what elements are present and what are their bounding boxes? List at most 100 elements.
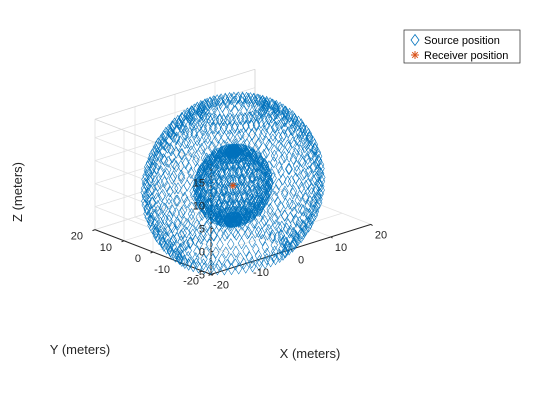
source-position-marker: [283, 139, 292, 152]
source-position-marker: [210, 229, 218, 242]
source-position-marker: [173, 194, 182, 207]
source-position-marker: [277, 229, 286, 242]
source-position-marker: [223, 96, 232, 109]
source-position-marker: [271, 212, 279, 225]
source-position-marker: [286, 233, 294, 246]
source-position-marker: [159, 188, 167, 201]
source-position-marker: [187, 166, 195, 179]
source-position-marker: [255, 254, 264, 267]
source-position-marker: [276, 200, 284, 213]
source-position-marker: [223, 191, 231, 204]
source-position-marker: [268, 111, 276, 124]
source-position-marker: [210, 182, 218, 195]
source-position-marker: [295, 177, 303, 190]
source-position-marker: [181, 128, 189, 141]
source-position-marker: [261, 115, 269, 128]
source-position-marker: [179, 227, 187, 240]
source-position-marker: [272, 120, 280, 134]
source-position-marker: [212, 156, 220, 169]
source-position-marker: [242, 261, 250, 274]
source-position-marker: [202, 220, 211, 233]
source-position-marker: [255, 137, 263, 150]
source-position-marker: [290, 112, 299, 125]
source-position-marker: [214, 185, 222, 198]
source-position-marker: [261, 97, 270, 110]
source-position-marker: [165, 214, 173, 227]
source-position-marker: [220, 175, 229, 189]
source-position-marker: [316, 166, 324, 179]
source-position-marker: [207, 190, 215, 203]
source-position-marker: [259, 128, 267, 141]
source-position-marker: [146, 206, 155, 219]
source-position-marker: [176, 114, 184, 127]
source-position-marker: [232, 174, 240, 187]
source-position-marker: [214, 205, 222, 218]
source-position-marker: [196, 103, 204, 116]
source-position-marker: [280, 128, 288, 141]
source-position-marker: [301, 137, 310, 150]
source-position-marker: [244, 226, 253, 239]
source-position-marker: [215, 182, 223, 195]
source-position-marker: [240, 148, 249, 162]
source-position-marker: [244, 171, 252, 185]
source-position-marker: [233, 144, 242, 157]
source-position-marker: [226, 199, 234, 212]
source-position-marker: [220, 183, 229, 196]
source-position-marker: [143, 202, 151, 215]
source-position-marker: [278, 243, 286, 256]
source-position-marker: [182, 238, 190, 251]
source-position-marker: [248, 146, 256, 159]
source-position-marker: [242, 212, 250, 225]
source-position-marker: [167, 128, 176, 141]
source-position-marker: [156, 220, 164, 233]
source-position-marker: [229, 166, 237, 179]
source-position-marker: [232, 206, 241, 219]
source-position-marker: [287, 175, 296, 188]
source-position-marker: [243, 99, 251, 112]
source-position-marker: [263, 228, 272, 241]
source-position-marker: [297, 118, 305, 131]
source-position-marker: [235, 165, 244, 178]
source-position-marker: [148, 196, 156, 210]
source-position-marker: [284, 162, 293, 175]
source-position-marker: [258, 234, 267, 247]
source-position-marker: [281, 197, 290, 210]
source-position-marker: [184, 250, 192, 263]
source-position-marker: [178, 148, 186, 161]
y-tick-label: 20: [71, 231, 83, 243]
source-position-marker: [288, 199, 297, 212]
source-position-marker: [302, 124, 310, 137]
source-position-marker: [263, 97, 271, 110]
source-position-marker: [269, 133, 277, 146]
source-position-marker: [186, 173, 194, 186]
source-position-marker: [246, 92, 255, 105]
z-tick-label: 0: [199, 246, 205, 258]
source-position-marker: [232, 214, 241, 227]
source-position-marker: [185, 109, 194, 122]
source-position-marker: [177, 249, 186, 262]
box-edge: [94, 68, 256, 120]
source-position-marker: [272, 219, 280, 232]
source-position-marker: [275, 221, 283, 234]
legend-asterisk-icon: [411, 51, 419, 59]
source-position-marker: [282, 110, 291, 123]
source-position-marker: [298, 218, 306, 232]
source-position-marker: [231, 258, 240, 271]
source-position-marker: [198, 208, 206, 221]
source-position-marker: [230, 226, 239, 239]
source-position-marker: [288, 110, 297, 123]
source-position-marker: [214, 122, 222, 135]
source-position-marker: [163, 238, 172, 251]
source-position-marker: [167, 123, 175, 136]
source-position-marker: [220, 199, 229, 212]
source-position-marker: [262, 173, 270, 186]
source-position-marker: [291, 147, 300, 160]
source-position-marker: [283, 222, 291, 235]
source-position-marker: [291, 237, 299, 250]
source-position-marker: [229, 191, 237, 204]
source-position-marker: [277, 142, 285, 155]
source-position-marker: [254, 127, 263, 140]
source-position-marker: [248, 128, 256, 141]
source-position-marker: [199, 229, 207, 242]
source-position-marker: [284, 175, 292, 188]
